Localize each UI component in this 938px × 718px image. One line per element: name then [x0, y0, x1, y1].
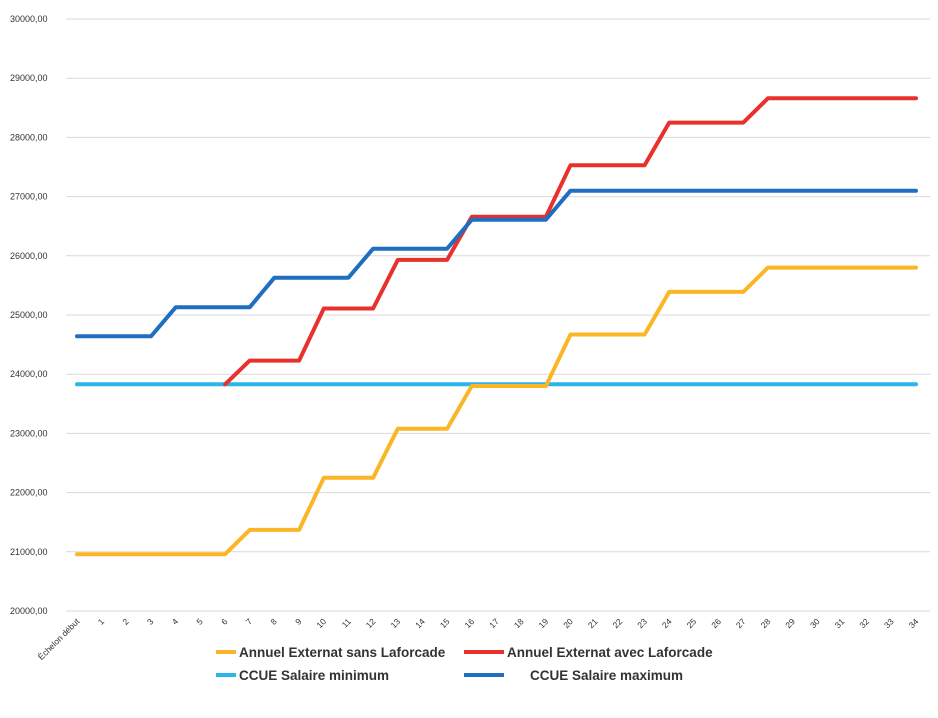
y-tick-label: 21000,00: [10, 547, 48, 557]
x-tick-label: 9: [293, 616, 304, 627]
series-line-3: [75, 188, 918, 339]
y-tick-label: 25000,00: [10, 310, 48, 320]
series-line-1: [223, 96, 918, 387]
legend-label-3: CCUE Salaire maximum: [530, 668, 683, 683]
y-tick-label: 26000,00: [10, 251, 48, 261]
x-tick-label: 2: [120, 616, 131, 627]
x-tick-label: 5: [194, 616, 205, 627]
gridlines: [66, 18, 930, 612]
x-tick-label: 4: [170, 616, 181, 627]
y-tick-label: 22000,00: [10, 488, 48, 498]
y-tick-label: 30000,00: [10, 14, 48, 24]
x-tick-label: 8: [268, 616, 279, 627]
y-tick-label: 24000,00: [10, 369, 48, 379]
legend-label-1: Annuel Externat avec Laforcade: [507, 645, 713, 660]
y-tick-label: 23000,00: [10, 428, 48, 438]
x-tick-label: 1: [96, 616, 107, 627]
legend-label-2: CCUE Salaire minimum: [239, 668, 389, 683]
series-lines: [75, 96, 918, 557]
y-tick-label: 28000,00: [10, 132, 48, 142]
y-tick-label: 20000,00: [10, 606, 48, 616]
y-axis-ticks: 20000,00 21000,00 22000,00 23000,00 24000,00…: [10, 14, 48, 616]
x-tick-label: 6: [219, 616, 230, 627]
y-tick-label: 27000,00: [10, 192, 48, 202]
x-tick-label: 7: [244, 616, 255, 627]
legend: Annuel Externat sans Laforcade Annuel Ext…: [216, 645, 713, 683]
x-tick-label: 3: [145, 616, 156, 627]
y-tick-label: 29000,00: [10, 73, 48, 83]
series-line-0: [75, 265, 918, 557]
legend-label-0: Annuel Externat sans Laforcade: [239, 645, 446, 660]
